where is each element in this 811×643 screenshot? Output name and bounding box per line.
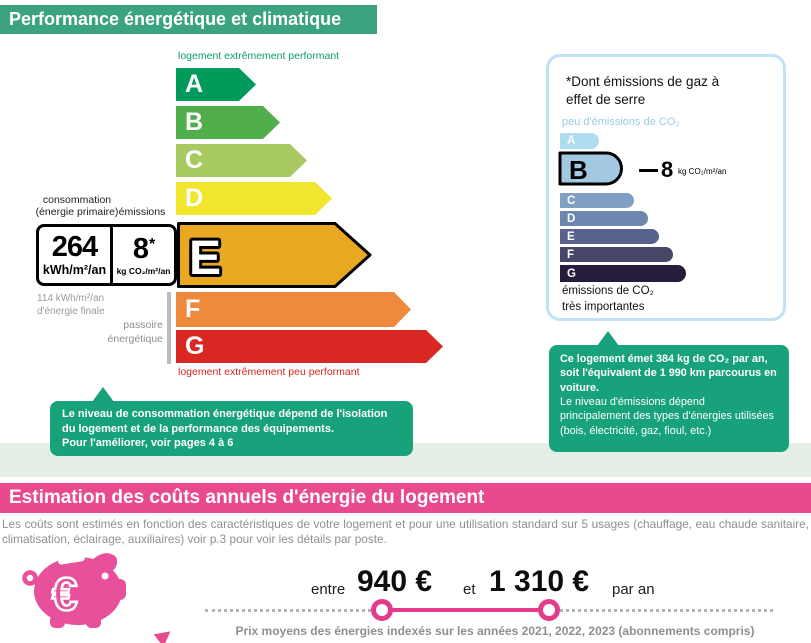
co2-class-f-label: F	[567, 248, 575, 261]
cost-min-value: 940 €	[357, 565, 433, 598]
co2-class-b-badge-current: B	[558, 151, 623, 186]
note-pointer-up-icon	[92, 387, 114, 402]
energy-class-f-arrow: F	[176, 292, 411, 327]
energy-unit: kWh/m²/an	[42, 263, 107, 277]
ghg-highlight-value: 8	[661, 157, 674, 182]
cost-caption: Prix moyens des énergies indexés sur les…	[235, 624, 755, 638]
energy-class-a-arrow: A	[176, 68, 256, 101]
cost-entre-label: entre	[311, 581, 346, 598]
consumption-label-line1: consommation	[42, 194, 112, 206]
co2-class-d-bar: D	[560, 211, 648, 226]
cost-range-max-knob	[538, 599, 560, 621]
co2-class-f-bar: F	[560, 247, 673, 262]
energy-class-d-label: D	[185, 184, 204, 212]
ghg-low-label: peu d'émissions de CO₂	[562, 116, 680, 128]
co2-unit: kg CO₂/m²/an	[116, 265, 171, 276]
consumption-value-box: 264 kWh/m²/an 8* kg CO₂/m²/an	[36, 224, 177, 286]
co2-class-g-bar: G	[560, 265, 686, 282]
final-energy-label: 114 kWh/m²/an d'énergie finale	[37, 292, 105, 318]
ghg-highlight-unit: kg CO₂/m²/an	[678, 167, 727, 176]
passoire-label: passoire énergétique	[58, 318, 163, 346]
passoire-line2: énergétique	[107, 333, 163, 346]
page-corner-arrow-icon	[153, 625, 176, 643]
passoire-bracket-bar	[167, 292, 171, 364]
energy-note-body: Le niveau de consommation énergétique dé…	[62, 408, 388, 435]
co2-class-a-bar: A	[560, 133, 599, 149]
ghg-high-line2: très importantes	[562, 300, 645, 313]
piggy-bank-icon: €	[22, 553, 126, 628]
co2-class-c-label: C	[567, 194, 576, 207]
energy-class-b-arrow: B	[176, 106, 280, 139]
co2-class-a-label: A	[567, 135, 576, 147]
consumption-label-line2: (énergie primaire)	[35, 206, 119, 219]
co2-class-g-label: G	[567, 267, 576, 280]
cost-range-min-knob	[371, 599, 393, 621]
cost-et-label: et	[463, 581, 476, 598]
energy-class-a-label: A	[185, 70, 204, 98]
energy-class-c-label: C	[185, 146, 204, 174]
costs-section-title: Estimation des coûts annuels d'énergie d…	[9, 487, 485, 508]
energy-class-e-arrow-current: E	[177, 222, 372, 288]
co2-class-b-label: B	[569, 155, 588, 185]
scale-top-label: logement extrêmement performant	[178, 50, 340, 62]
energy-class-b-label: B	[185, 108, 204, 136]
svg-text:€: €	[52, 568, 78, 620]
co2-asterisk: *	[148, 235, 156, 253]
scale-bottom-label: logement extrêmement peu performant	[178, 366, 360, 378]
co2-value: 8*	[132, 232, 156, 265]
energy-class-g-arrow: G	[176, 330, 443, 363]
co2-value-cell: 8* kg CO₂/m²/an	[113, 227, 174, 283]
energy-class-c-arrow: C	[176, 144, 307, 177]
costs-description: Les coûts sont estimés en fonction des c…	[2, 517, 809, 546]
note-pointer-up-icon	[597, 331, 619, 346]
emissions-label: émissions	[118, 206, 166, 218]
final-energy-line1: 114 kWh/m²/an	[37, 293, 105, 304]
ghg-high-label: émissions de CO₂ très importantes	[562, 284, 654, 315]
ghg-note-bold: Ce logement émet 384 kg de CO₂ par an, s…	[560, 353, 777, 394]
ghg-panel-title: *Dont émissions de gaz à effet de serre	[566, 74, 720, 107]
energy-section-header: Performance énergétique et climatique	[0, 5, 377, 34]
energy-class-e-label: E	[189, 232, 221, 285]
energy-class-f-label: F	[185, 295, 201, 323]
co2-class-d-label: D	[567, 212, 576, 225]
energy-class-d-arrow: D	[176, 182, 332, 215]
ghg-panel: *Dont émissions de gaz à effet de serre …	[546, 54, 786, 321]
cost-per-an-label: par an	[612, 581, 655, 598]
energy-value-cell: 264 kWh/m²/an	[39, 227, 113, 283]
energy-class-g-label: G	[185, 332, 205, 360]
energy-section-title: Performance énergétique et climatique	[9, 9, 342, 29]
costs-section-header: Estimation des coûts annuels d'énergie d…	[0, 483, 811, 513]
energy-note-more: Pour l'améliorer, voir pages 4 à 6	[62, 437, 234, 450]
ghg-note-bubble: Ce logement émet 384 kg de CO₂ par an, s…	[549, 345, 789, 452]
ghg-callout-line	[639, 169, 658, 172]
energy-value: 264	[51, 231, 98, 263]
cost-range-connector	[382, 608, 549, 612]
ghg-note-regular: Le niveau d'émissions dépend principalem…	[560, 396, 774, 437]
consumption-label: consommation (énergie primaire)	[30, 194, 124, 219]
passoire-line1: passoire	[123, 319, 163, 331]
final-energy-line2: d'énergie finale	[37, 306, 105, 317]
ghg-high-line1: émissions de CO₂	[562, 285, 655, 297]
energy-note-bubble: Le niveau de consommation énergétique dé…	[50, 401, 413, 456]
co2-class-e-bar: E	[560, 229, 659, 244]
cost-max-value: 1 310 €	[489, 565, 590, 598]
co2-class-e-label: E	[567, 230, 575, 243]
co2-class-c-bar: C	[560, 193, 634, 208]
